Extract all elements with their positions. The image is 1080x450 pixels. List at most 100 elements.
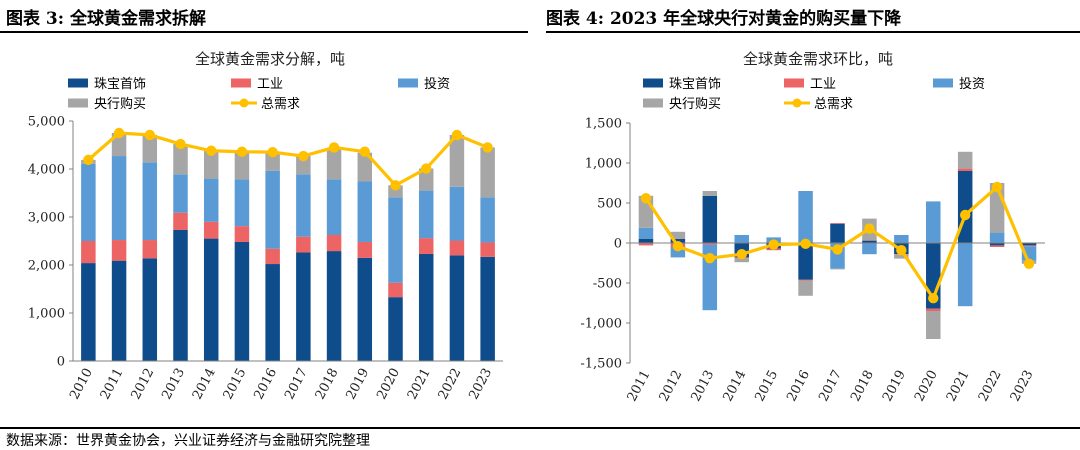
- left-x-tick-label: 2015: [221, 366, 250, 402]
- left-legend-item: 投资: [398, 76, 450, 92]
- left-bar-segment: [296, 253, 311, 361]
- left-legend-swatch: [398, 79, 418, 88]
- left-legend-marker-swatch: [240, 99, 249, 108]
- right-x-tick-label: 2019: [880, 368, 909, 404]
- left-legend-item: 总需求: [231, 97, 300, 112]
- left-x-tick-label: 2020: [374, 366, 403, 402]
- right-legend-item: 工业: [784, 77, 836, 92]
- left-bar-segment: [388, 197, 403, 282]
- right-bar-segment: [958, 243, 973, 306]
- left-legend-swatch: [68, 99, 88, 108]
- left-legend-label: 总需求: [261, 97, 300, 112]
- left-bar-segment: [143, 258, 158, 361]
- left-y-tick-label: 3,000: [28, 211, 65, 226]
- left-bar-segment: [358, 242, 373, 258]
- left-x-tick-label: 2010: [67, 366, 96, 402]
- left-total-point: [175, 139, 185, 149]
- left-x-tick-label: 2021: [405, 366, 434, 402]
- left-total-point: [360, 147, 370, 157]
- left-legend-item: 珠宝首饰: [68, 77, 146, 92]
- left-y-tick-label: 2,000: [28, 259, 65, 274]
- left-x-tick-label: 2012: [129, 366, 158, 402]
- left-bar-segment: [112, 156, 127, 240]
- left-bar-segment: [143, 162, 158, 240]
- left-x-tick-label: 2016: [251, 366, 280, 402]
- right-legend-label: 工业: [810, 77, 836, 92]
- right-total-point: [673, 241, 683, 251]
- right-total-point: [896, 245, 906, 255]
- left-bar-segment: [480, 197, 495, 242]
- left-bar-segment: [265, 249, 280, 264]
- right-legend-label: 央行购买: [669, 96, 721, 112]
- left-bar-segment: [112, 240, 127, 261]
- right-legend-swatch: [643, 99, 663, 108]
- left-bar-segment: [143, 240, 158, 258]
- right-x-tick-label: 2012: [657, 368, 686, 404]
- left-bar-segment: [480, 242, 495, 256]
- left-bar-segment: [327, 235, 342, 251]
- right-x-tick-label: 2022: [976, 368, 1005, 404]
- left-chart-title: 全球黄金需求分解，吨: [195, 50, 345, 68]
- right-bar-segment: [639, 239, 654, 243]
- left-bar-segment: [419, 191, 434, 239]
- right-x-tick-label: 2021: [944, 368, 973, 404]
- left-legend-swatch: [231, 79, 251, 88]
- right-total-point: [1024, 259, 1034, 269]
- left-y-tick-label: 1,000: [28, 307, 65, 322]
- left-y-tick-label: 4,000: [28, 163, 65, 178]
- left-y-tick-label: 0: [57, 355, 65, 370]
- left-bar-segment: [327, 179, 342, 235]
- right-legend-label: 珠宝首饰: [669, 77, 721, 92]
- right-x-tick-label: 2015: [752, 368, 781, 404]
- right-y-tick-label: 0: [614, 237, 622, 252]
- right-bar-segment: [798, 281, 813, 296]
- left-total-point: [482, 142, 492, 152]
- left-total-point: [452, 130, 462, 140]
- left-bar-segment: [173, 230, 188, 361]
- right-legend-label: 总需求: [814, 97, 853, 112]
- left-bar-segment: [173, 174, 188, 212]
- left-x-tick-label: 2022: [436, 366, 465, 402]
- left-total-point: [390, 180, 400, 190]
- left-bar-segment: [358, 181, 373, 241]
- right-x-tick-label: 2017: [816, 368, 845, 404]
- right-bar-segment: [703, 191, 718, 196]
- right-legend-swatch: [933, 79, 953, 88]
- right-bar-segment: [830, 269, 845, 270]
- right-bar-segment: [958, 152, 973, 169]
- left-total-point: [145, 130, 155, 140]
- right-total-point: [992, 182, 1002, 192]
- left-x-tick-label: 2011: [98, 366, 127, 402]
- right-bar-segment: [990, 245, 1005, 247]
- left-bar-segment: [419, 238, 434, 254]
- right-bar-segment: [798, 191, 813, 243]
- right-bar-segment: [926, 201, 941, 243]
- left-bar-segment: [327, 251, 342, 361]
- left-bar-segment: [450, 255, 465, 361]
- left-bar-segment: [388, 297, 403, 361]
- source-note: 数据来源：世界黄金协会，兴业证券经济与金融研究院整理: [6, 430, 370, 450]
- right-total-point: [800, 239, 810, 249]
- right-y-tick-label: -500: [593, 277, 622, 292]
- left-bar-segment: [480, 147, 495, 197]
- right-bar-segment: [862, 243, 877, 254]
- right-bar-segment: [958, 169, 973, 171]
- right-bar-segment: [830, 224, 845, 243]
- right-bar-segment: [830, 223, 845, 224]
- left-total-point: [237, 147, 247, 157]
- right-x-tick-label: 2014: [720, 368, 749, 404]
- left-bar-segment: [450, 241, 465, 256]
- left-legend-item: 央行购买: [68, 96, 146, 112]
- left-bar-segment: [235, 242, 250, 361]
- right-bar-segment: [990, 233, 1005, 243]
- right-chart-title: 全球黄金需求环比，吨: [743, 50, 893, 68]
- left-bar-segment: [173, 213, 188, 230]
- left-x-tick-label: 2023: [466, 366, 495, 402]
- right-y-tick-label: -1,500: [580, 357, 622, 372]
- right-total-point: [641, 193, 651, 203]
- right-y-tick-label: 500: [597, 197, 622, 212]
- right-x-tick-label: 2023: [1008, 368, 1037, 404]
- left-total-point: [329, 142, 339, 152]
- right-y-tick-label: -1,000: [580, 317, 622, 332]
- right-bar-segment: [798, 280, 813, 281]
